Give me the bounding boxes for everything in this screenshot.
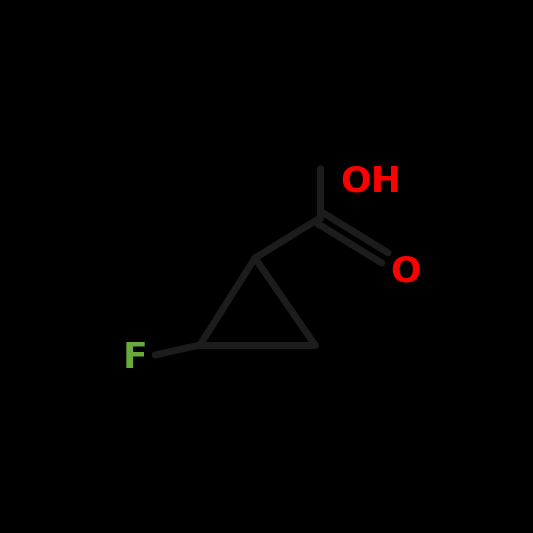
Text: O: O	[390, 255, 421, 289]
Text: OH: OH	[340, 165, 401, 199]
Text: F: F	[122, 341, 147, 375]
